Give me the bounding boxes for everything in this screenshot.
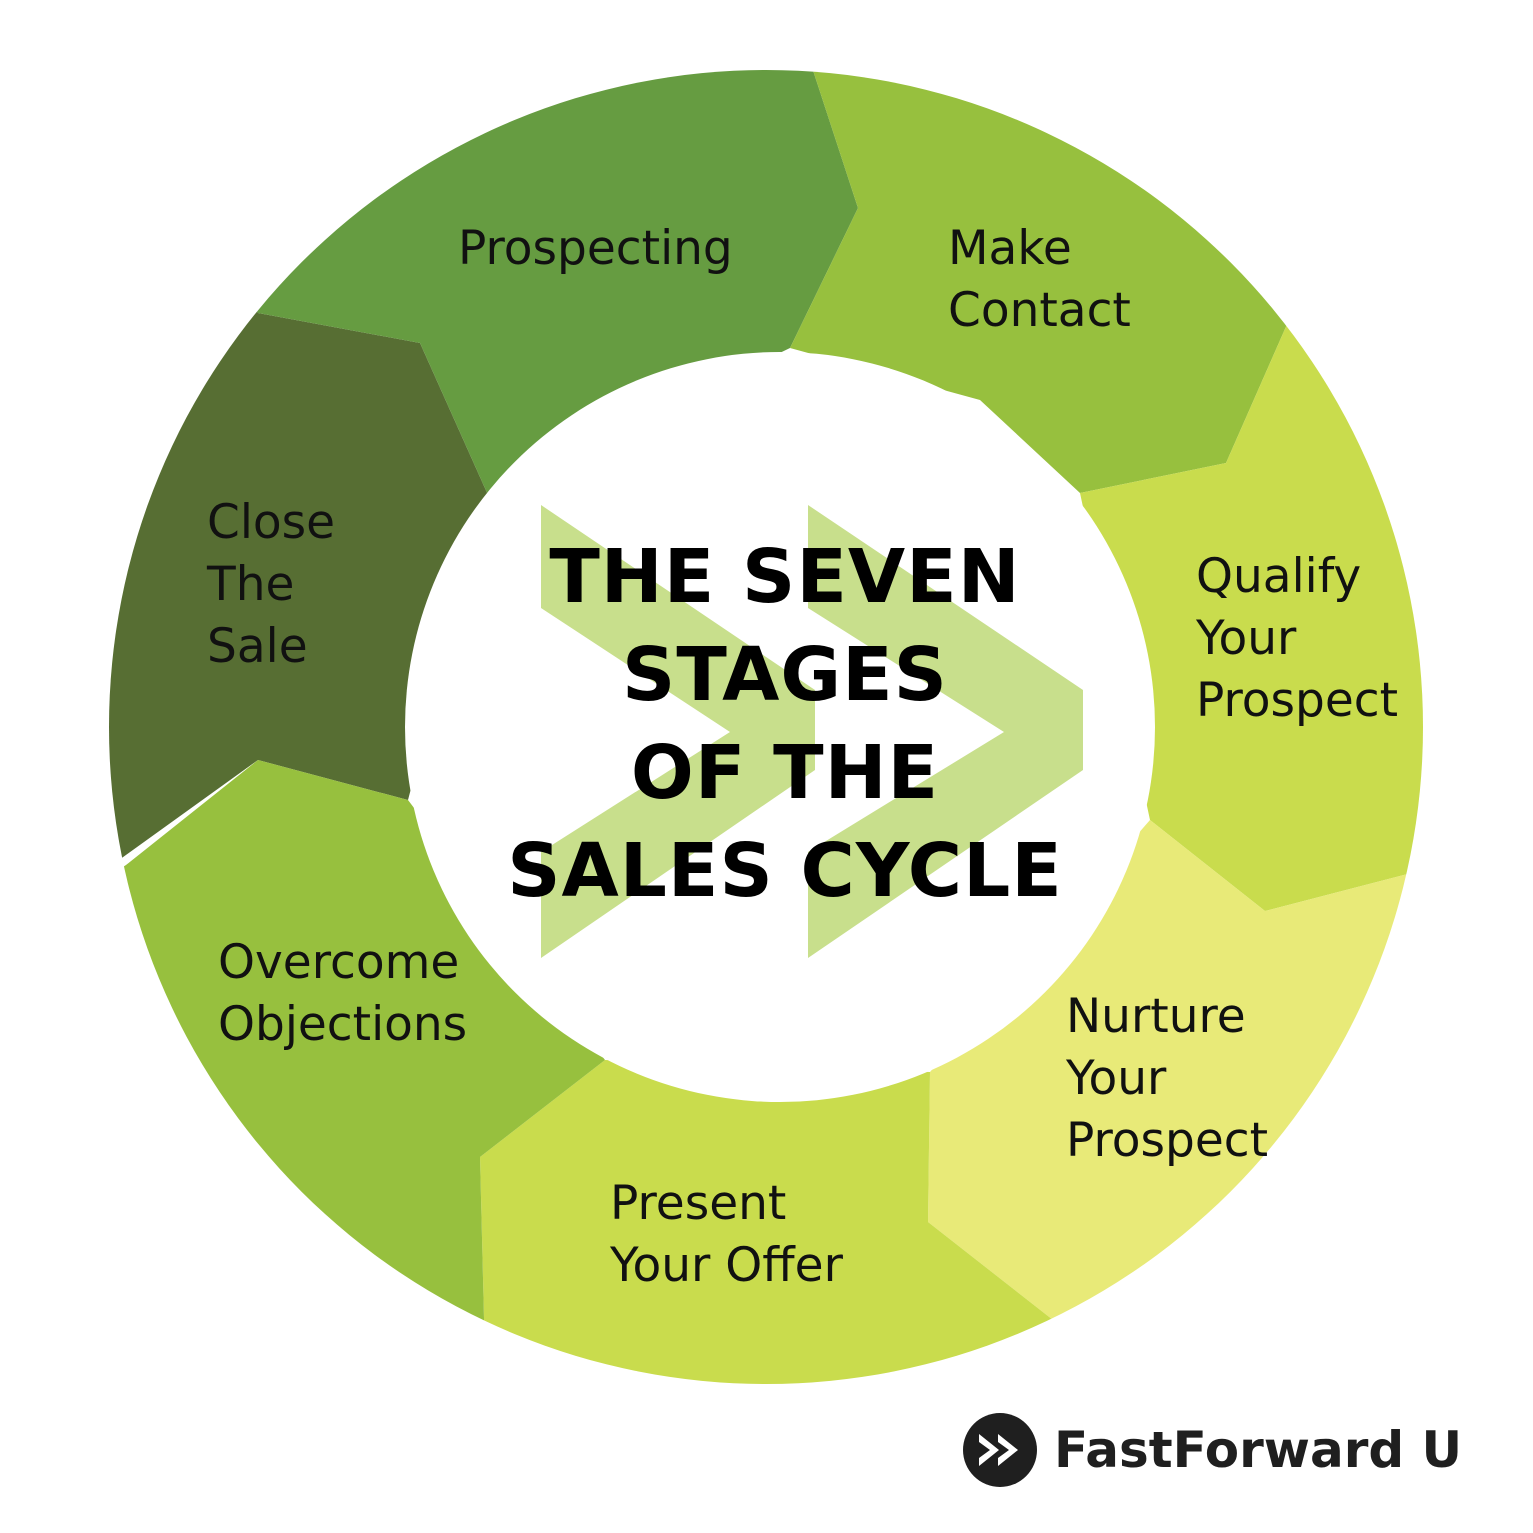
- stage-segment-qualify-your-prospect: [1080, 200, 1423, 911]
- stage-label-close-the-sale: Close The Sale: [207, 495, 336, 674]
- stage-label-overcome-objections: Overcome Objections: [218, 935, 468, 1052]
- stage-label-prospecting: Prospecting: [458, 221, 733, 276]
- fast-forward-icon: [963, 1413, 1037, 1487]
- brand-name: FastForward U: [1054, 1421, 1463, 1479]
- stage-label-present-your-offer: Present Your Offer: [610, 1176, 843, 1293]
- stage-label-nurture-your-prospect: Nurture Your Prospect: [1066, 989, 1269, 1168]
- stage-segment-close-the-sale: [109, 70, 488, 960]
- stage-segment-present-your-offer: [480, 1060, 1053, 1384]
- diagram-title: THE SEVEN STAGES OF THE SALES CYCLE: [507, 534, 1063, 914]
- stage-label-make-contact: Make Contact: [948, 221, 1131, 338]
- brand-logo: FastForward U: [962, 1412, 1462, 1488]
- center-arrow-left: [541, 505, 815, 958]
- center-fast-forward-arrows: [541, 505, 1083, 958]
- center-arrow-right: [808, 505, 1083, 958]
- stage-label-qualify-your-prospect: Qualify Your Prospect: [1196, 549, 1399, 728]
